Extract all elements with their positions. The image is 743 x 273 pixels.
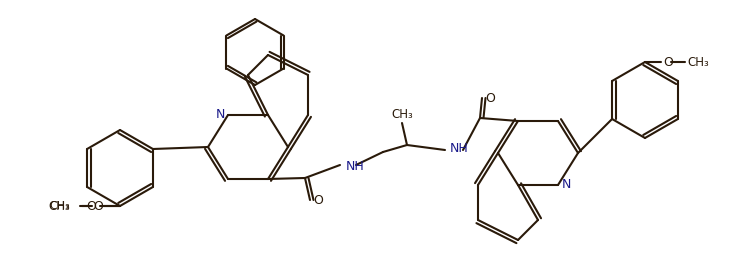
Text: N: N xyxy=(215,108,224,121)
Text: N: N xyxy=(561,179,571,191)
Text: O: O xyxy=(663,55,673,69)
Text: O: O xyxy=(485,91,495,105)
Text: CH₃: CH₃ xyxy=(49,201,70,211)
Text: NH: NH xyxy=(450,141,469,155)
Text: O: O xyxy=(313,194,323,206)
Text: CH₃: CH₃ xyxy=(48,200,70,212)
Text: O: O xyxy=(93,200,103,212)
Text: CH₃: CH₃ xyxy=(687,55,709,69)
Text: NH: NH xyxy=(346,161,365,174)
Text: O: O xyxy=(86,200,96,212)
Text: CH₃: CH₃ xyxy=(391,108,413,121)
